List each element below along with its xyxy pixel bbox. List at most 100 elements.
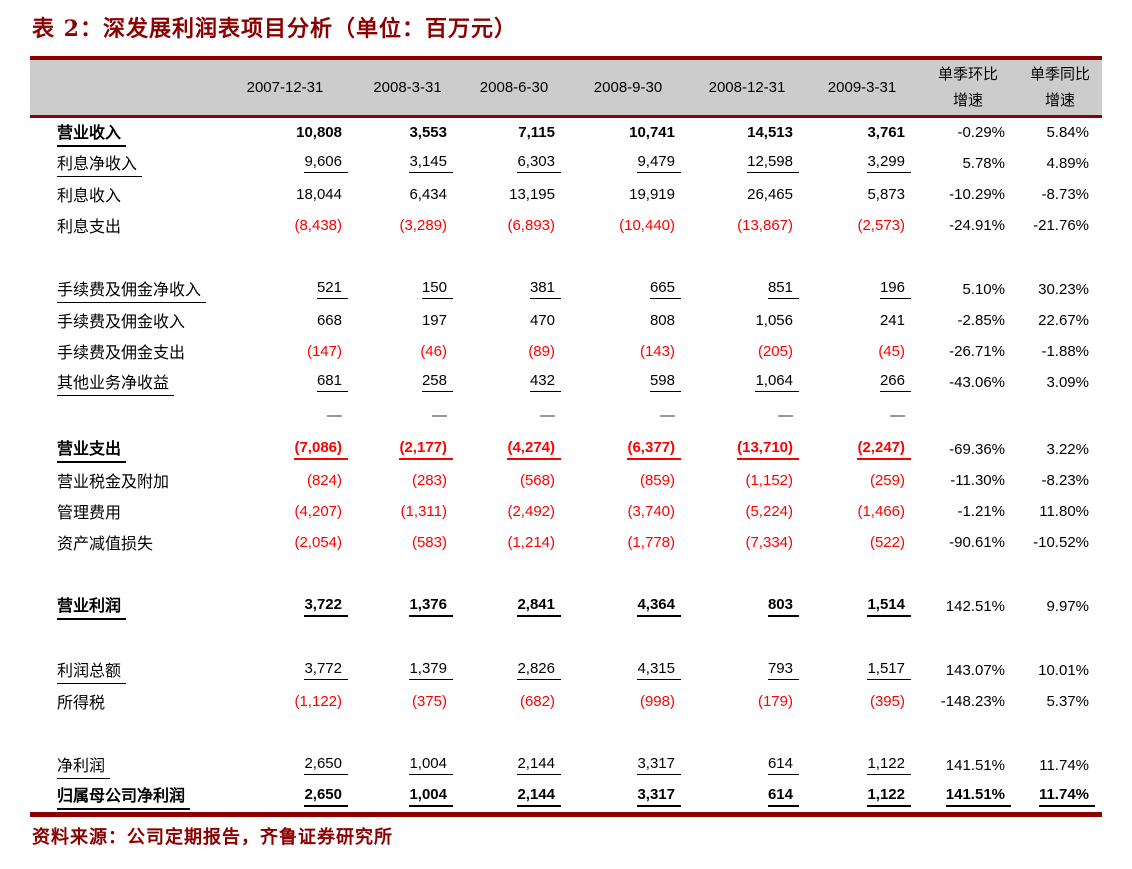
value-text: (5,224)	[745, 502, 793, 520]
value-cell: (10,440)	[568, 210, 688, 241]
spacer-cell	[30, 622, 1102, 655]
value-text: (13,710)	[737, 439, 799, 460]
value-cell: 2,650	[215, 781, 355, 812]
yoy-cell: 10.01%	[1018, 655, 1102, 686]
value-text: (45)	[878, 342, 905, 360]
spacer-row	[30, 622, 1102, 655]
column-header-date: 2007-12-31	[215, 56, 355, 118]
spacer-row	[30, 717, 1102, 750]
value-cell: (682)	[460, 686, 568, 717]
value-text: (259)	[869, 471, 905, 489]
value-cell: (522)	[806, 527, 918, 558]
qoq-cell: 141.51%	[918, 750, 1018, 781]
value-text: 3,299	[867, 153, 911, 173]
value-text: (179)	[757, 692, 793, 710]
value-text: 2,826	[517, 660, 561, 680]
value-cell: 2,841	[460, 591, 568, 622]
qoq-cell: -26.71%	[918, 336, 1018, 367]
value-cell: (3,289)	[355, 210, 460, 241]
value-text: 19,919	[629, 185, 675, 203]
value-text: 9,479	[637, 153, 681, 173]
value-text: 258	[421, 372, 453, 392]
qoq-cell: -10.29%	[918, 179, 1018, 210]
value-text: 9,606	[304, 153, 348, 173]
yoy-cell: 3.09%	[1018, 367, 1102, 398]
row-label: 营业利润	[30, 591, 215, 622]
value-cell: 851	[688, 274, 806, 305]
value-text: 3,317	[637, 755, 681, 775]
growth-text: -10.29%	[949, 185, 1005, 203]
growth-text: -148.23%	[940, 692, 1005, 710]
value-text: (568)	[519, 471, 555, 489]
column-header-qoq: 单季环比 增速	[918, 56, 1018, 118]
value-cell: 3,772	[215, 655, 355, 686]
value-cell: 19,919	[568, 179, 688, 210]
value-cell: (375)	[355, 686, 460, 717]
value-cell: —	[806, 398, 918, 434]
value-cell: —	[215, 398, 355, 434]
value-text: (89)	[528, 342, 555, 360]
value-cell: 3,299	[806, 148, 918, 179]
yoy-cell: -21.76%	[1018, 210, 1102, 241]
growth-text: 5.84%	[1046, 124, 1089, 142]
value-cell: (179)	[688, 686, 806, 717]
table-row: 净利润 2,650 1,004 2,144 3,317 614 1,122 141.51% 11…	[30, 750, 1102, 781]
income-statement-table: 2007-12-31 2008-3-31 2008-6-30 2008-9-30 200…	[30, 56, 1102, 812]
growth-text: 9.97%	[1046, 597, 1089, 615]
value-cell: 13,195	[460, 179, 568, 210]
column-header-date: 2009-3-31	[806, 56, 918, 118]
growth-text: 3.09%	[1046, 373, 1089, 391]
value-text: 3,772	[304, 660, 348, 680]
value-text: 13,195	[509, 185, 555, 203]
row-label-text: 所得税	[57, 695, 106, 712]
value-text: 808	[649, 311, 675, 329]
value-cell: (143)	[568, 336, 688, 367]
dash-placeholder: —	[778, 407, 793, 424]
value-cell: (89)	[460, 336, 568, 367]
row-label-text: 利润总额	[57, 657, 127, 684]
header-line-1: 单季同比	[1029, 65, 1090, 83]
table-row: 所得税 (1,122) (375) (682) (998) (179) (395) -148.…	[30, 686, 1102, 717]
value-text: 3,553	[409, 124, 447, 142]
value-cell: 9,606	[215, 148, 355, 179]
value-text: (7,334)	[745, 533, 793, 551]
row-label: 归属母公司净利润	[30, 781, 215, 812]
growth-text: 11.74%	[1038, 786, 1095, 807]
value-cell: 266	[806, 367, 918, 398]
value-cell: (283)	[355, 465, 460, 496]
value-cell: 1,004	[355, 750, 460, 781]
growth-text: -1.21%	[957, 502, 1005, 520]
value-cell: 18,044	[215, 179, 355, 210]
header-row: 2007-12-31 2008-3-31 2008-6-30 2008-9-30 200…	[30, 56, 1102, 118]
growth-text: -90.61%	[949, 533, 1005, 551]
value-text: 4,364	[637, 596, 681, 617]
qoq-cell: -2.85%	[918, 305, 1018, 336]
yoy-cell: 3.22%	[1018, 434, 1102, 465]
table-row: 营业支出 (7,086) (2,177) (4,274) (6,377) (13,710)…	[30, 434, 1102, 465]
bottom-rule	[30, 811, 1102, 817]
value-cell: 2,144	[460, 781, 568, 812]
growth-text: 141.51%	[945, 756, 1005, 774]
value-cell: 470	[460, 305, 568, 336]
dash-placeholder: —	[890, 407, 905, 424]
row-label-text: 手续费及佣金净收入	[57, 276, 207, 303]
value-cell: 9,479	[568, 148, 688, 179]
value-text: (8,438)	[294, 216, 342, 234]
value-text: (522)	[869, 533, 905, 551]
value-cell: 10,741	[568, 117, 688, 148]
value-text: 1,004	[409, 755, 453, 775]
header-line-2: 增速	[1044, 91, 1075, 109]
yoy-cell: 11.74%	[1018, 781, 1102, 812]
growth-text: -2.85%	[957, 311, 1005, 329]
row-label: 营业支出	[30, 434, 215, 465]
qoq-cell: 5.78%	[918, 148, 1018, 179]
value-text: 2,650	[304, 786, 348, 807]
growth-text: 5.78%	[962, 154, 1005, 172]
table-row: 营业利润 3,722 1,376 2,841 4,364 803 1,514 142.51% 9…	[30, 591, 1102, 622]
row-label-text: 归属母公司净利润	[57, 782, 191, 810]
value-text: 1,122	[867, 786, 911, 807]
value-cell: 2,826	[460, 655, 568, 686]
row-label-text: 利息净收入	[57, 150, 143, 177]
value-text: (7,086)	[294, 439, 348, 460]
value-text: (6,377)	[627, 439, 681, 460]
